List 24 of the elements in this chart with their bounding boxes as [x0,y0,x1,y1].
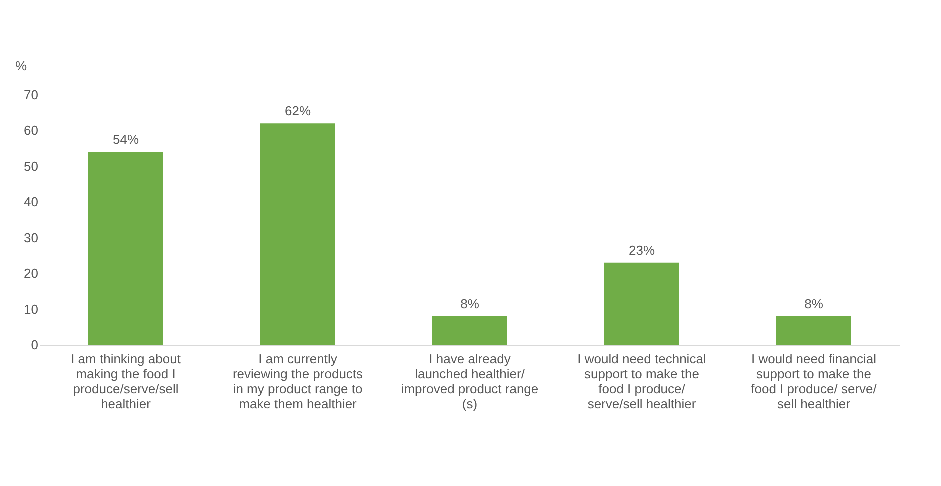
y-axis-title: % [16,58,28,74]
y-tick-label: 60 [24,123,38,138]
x-tick-label: I have already launched healthier/ improved product range (s) [401,352,539,412]
bar [776,316,852,345]
y-tick-label: 20 [24,266,38,282]
bar [88,152,164,345]
data-label: 8% [460,296,480,312]
x-tick-label: I am currently reviewing the products in my product range to make them healthier [232,352,364,412]
data-label: 62% [284,104,312,119]
bar [604,262,680,345]
bar [432,316,508,345]
data-label: 8% [804,296,824,312]
y-tick-label: 0 [31,338,38,352]
y-tick-label: 40 [24,194,38,210]
x-tick-label: I would need technical support to make the food I produce/ serve/sell healthier [578,352,706,412]
data-label: 23% [628,242,656,258]
bar [260,124,336,345]
y-tick-label: 30 [24,230,38,246]
y-tick-label: 10 [24,302,38,317]
x-tick-label: I would need financial support to make the food I produce/ serve/ sell healthier [751,352,878,412]
y-tick-label: 50 [24,158,38,174]
x-tick-label: I am thinking about making the food I produce/serve/sell healthier [71,352,182,412]
data-label: 54% [112,132,140,148]
y-tick-label: 70 [24,88,38,102]
